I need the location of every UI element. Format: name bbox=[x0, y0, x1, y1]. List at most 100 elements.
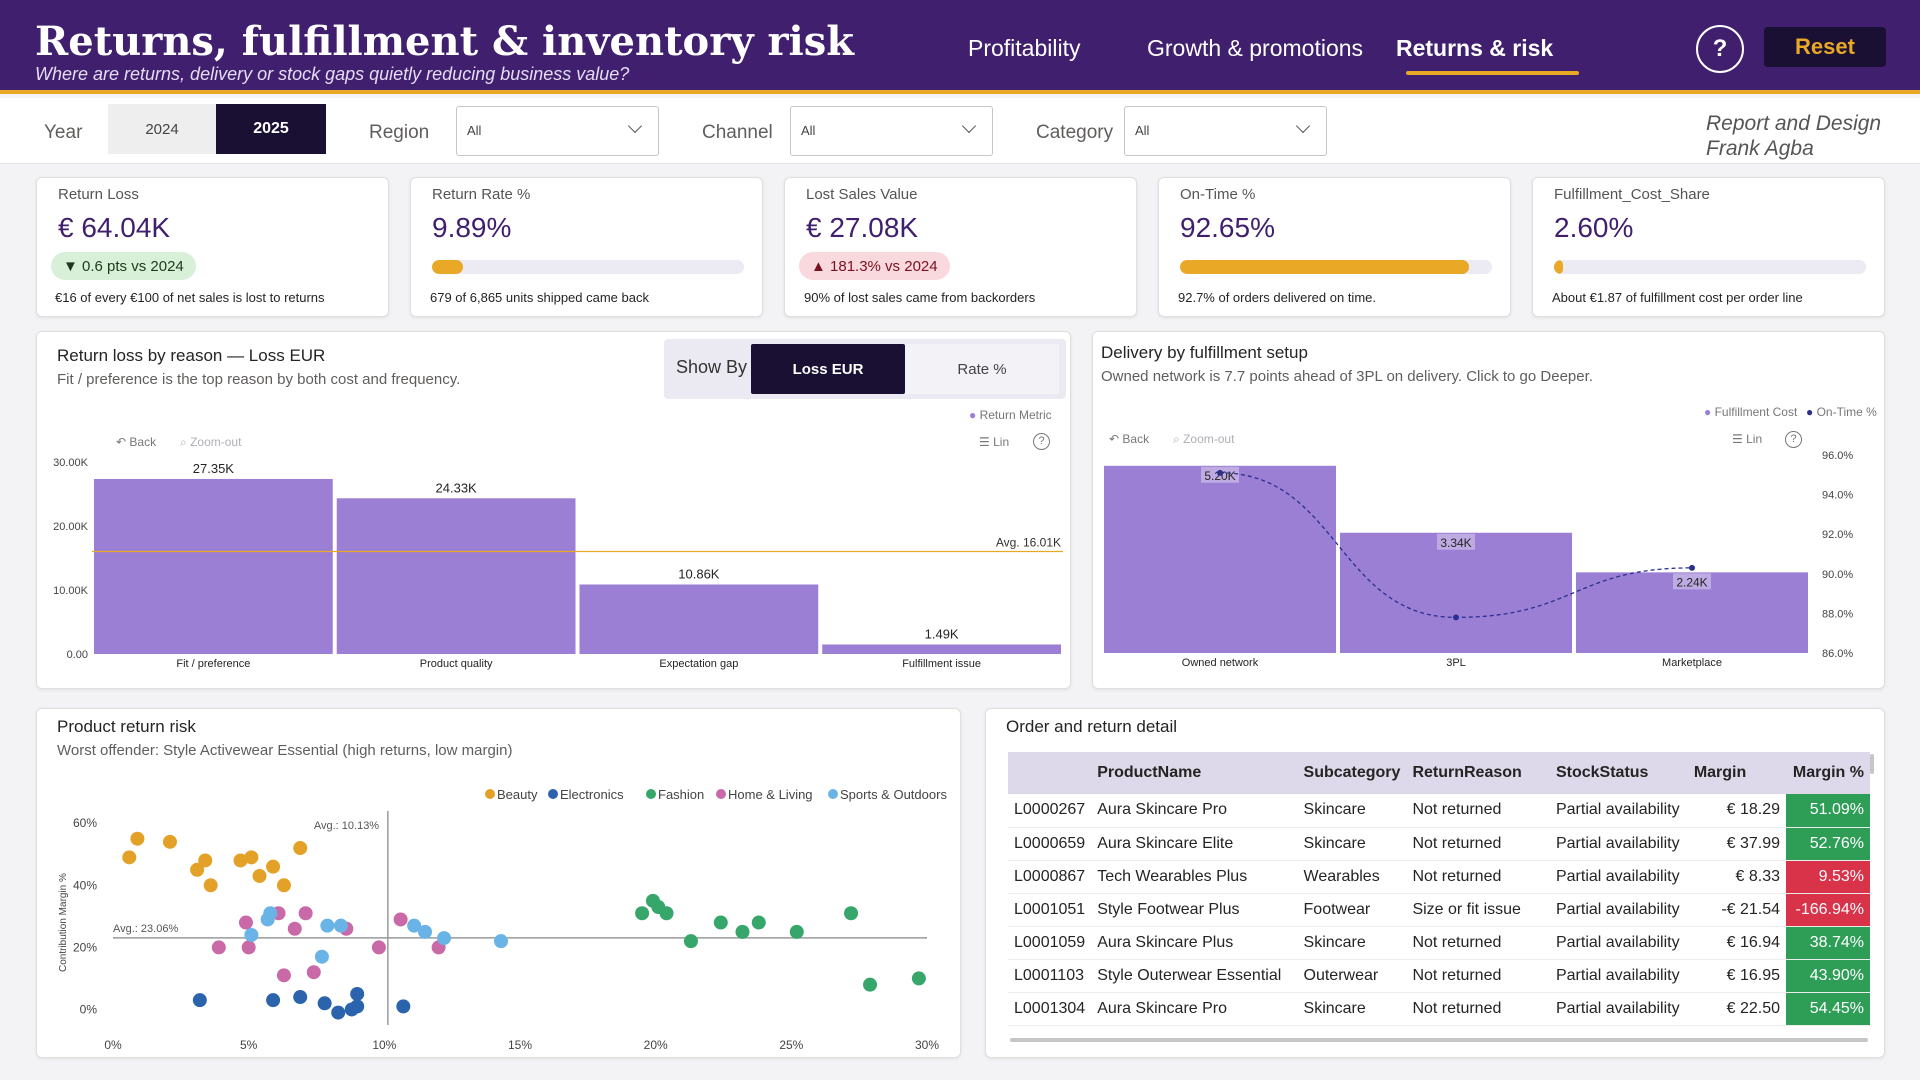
scatter-point bbox=[350, 999, 365, 1014]
nav-profitability[interactable]: Profitability bbox=[968, 35, 1081, 61]
page-subtitle: Where are returns, delivery or stock gap… bbox=[35, 64, 630, 84]
kpi-progress-fill bbox=[432, 260, 463, 274]
scatter-point bbox=[407, 918, 422, 933]
credit-line-2: Frank Agba bbox=[1706, 137, 1814, 160]
table-cell-return-reason: Not returned bbox=[1406, 959, 1550, 993]
legend-label: Fulfillment Cost bbox=[1714, 405, 1798, 419]
kpi-progress-fill bbox=[1554, 260, 1564, 274]
table-cell-return-reason: Size or fit issue bbox=[1406, 893, 1550, 927]
lin-toggle[interactable]: ☰ Lin bbox=[1732, 432, 1762, 446]
back-arrow-icon: ↶ bbox=[1109, 432, 1120, 446]
scatter-point bbox=[396, 999, 411, 1014]
scatter-point bbox=[276, 878, 291, 893]
help-circle-icon[interactable]: ? bbox=[1785, 431, 1802, 448]
table-row[interactable]: L0001059 Aura Skincare Plus Skincare Not re… bbox=[1008, 926, 1870, 960]
average-label: Avg. 16.01K bbox=[996, 536, 1061, 550]
scatter-point bbox=[437, 931, 452, 946]
y2-tick-label: 86.0% bbox=[1822, 648, 1853, 660]
show-by-rate[interactable]: Rate % bbox=[905, 344, 1059, 394]
legend-label: Home & Living bbox=[728, 787, 813, 802]
scatter-point bbox=[320, 918, 335, 933]
kpi-value: 9.89% bbox=[432, 212, 512, 243]
kpi-title: On-Time % bbox=[1180, 186, 1256, 203]
table-header-return-reason[interactable]: ReturnReason bbox=[1406, 752, 1550, 794]
legend-label: Return Metric bbox=[979, 408, 1052, 422]
table-row[interactable]: L0001051 Style Footwear Plus Footwear Size … bbox=[1008, 893, 1870, 927]
nav-active-indicator bbox=[1406, 71, 1579, 75]
legend-dot bbox=[485, 789, 495, 799]
table-cell-return-reason: Not returned bbox=[1406, 926, 1550, 960]
table-cell-stock-status: Partial availability bbox=[1549, 992, 1688, 1026]
y-axis-title: Contribution Margin % bbox=[58, 873, 69, 972]
kpi-title: Return Rate % bbox=[432, 186, 531, 203]
legend-fulfillment-cost: ● Fulfillment Cost bbox=[1704, 405, 1797, 419]
product-risk-chart: Beauty Electronics Fashion Home & Living Spo… bbox=[58, 787, 947, 1052]
chevron-down-icon bbox=[627, 118, 643, 134]
scatter-point bbox=[844, 906, 859, 921]
kpi-card-fulfillment-cost-share: Fulfillment_Cost_Share 2.60% About €1.87… bbox=[1532, 177, 1885, 317]
table-cell-margin: € 16.95 bbox=[1687, 959, 1787, 993]
region-label: Region bbox=[369, 122, 430, 143]
nav-returns-risk[interactable]: Returns & risk bbox=[1396, 35, 1554, 61]
bar-value-label: 10.86K bbox=[678, 566, 720, 581]
back-button[interactable]: ↶ Back bbox=[1109, 432, 1149, 446]
table-row[interactable]: L0000267 Aura Skincare Pro Skincare Not ret… bbox=[1008, 794, 1870, 828]
x-tick-label: Owned network bbox=[1182, 657, 1259, 669]
scatter-point bbox=[317, 996, 332, 1011]
table-header-subcategory[interactable]: Subcategory bbox=[1297, 752, 1407, 794]
year-2025-button[interactable]: 2025 bbox=[216, 104, 326, 154]
help-button[interactable]: ? bbox=[1696, 25, 1744, 73]
table-header-product[interactable]: ProductName bbox=[1091, 752, 1298, 794]
reset-button[interactable]: Reset bbox=[1764, 27, 1886, 67]
category-dropdown[interactable]: All bbox=[1124, 106, 1327, 156]
table-row[interactable]: L0000659 Aura Skincare Elite Skincare Not r… bbox=[1008, 827, 1870, 861]
channel-dropdown[interactable]: All bbox=[790, 106, 993, 156]
table-header-margin[interactable]: Margin bbox=[1687, 752, 1787, 794]
page-title: Returns, fulfillment & inventory risk bbox=[35, 18, 854, 65]
y-tick-label: 0.00 bbox=[67, 649, 88, 661]
legend-label: On-Time % bbox=[1816, 405, 1877, 419]
y2-tick-label: 94.0% bbox=[1822, 490, 1853, 502]
bar bbox=[1340, 532, 1572, 653]
scatter-point bbox=[659, 906, 674, 921]
table-cell-subcategory: Skincare bbox=[1297, 794, 1407, 828]
legend-dot bbox=[828, 789, 838, 799]
y-tick-label: 0% bbox=[80, 1002, 98, 1016]
chevron-down-icon bbox=[1295, 118, 1311, 134]
year-2024-button[interactable]: 2024 bbox=[108, 104, 216, 154]
nav-growth-promotions[interactable]: Growth & promotions bbox=[1147, 35, 1364, 61]
scatter-point bbox=[331, 1005, 346, 1020]
table-row[interactable]: L0001304 Aura Skincare Pro Skincare Not ret… bbox=[1008, 992, 1870, 1026]
table-row[interactable]: L0001103 Style Outerwear Essential Outerwe… bbox=[1008, 959, 1870, 993]
zoom-out-button[interactable]: ⌕ Zoom-out bbox=[1173, 432, 1234, 447]
region-dropdown[interactable]: All bbox=[456, 106, 659, 156]
x-average-label: Avg.: 10.13% bbox=[314, 820, 379, 832]
kpi-footnote: 92.7% of orders delivered on time. bbox=[1178, 290, 1376, 305]
scatter-point bbox=[190, 862, 205, 877]
category-label: Category bbox=[1036, 122, 1114, 143]
scatter-point bbox=[494, 934, 509, 949]
table-cell-margin-pct: 54.45% bbox=[1786, 992, 1870, 1026]
lin-toggle[interactable]: ☰ Lin bbox=[979, 435, 1009, 449]
legend-dot-icon: ● bbox=[1806, 405, 1814, 419]
horizontal-scrollbar[interactable] bbox=[1010, 1038, 1868, 1042]
table-header-margin-pct[interactable]: Margin % bbox=[1786, 752, 1870, 794]
report-credit: Report and Design Frank Agba bbox=[1706, 111, 1881, 161]
x-tick-label: 10% bbox=[372, 1038, 396, 1052]
scatter-point bbox=[683, 934, 698, 949]
show-by-loss-eur[interactable]: Loss EUR bbox=[751, 344, 905, 394]
bar bbox=[1576, 572, 1808, 653]
table-row[interactable]: L0000867 Tech Wearables Plus Wearables Not … bbox=[1008, 860, 1870, 894]
order-detail-table: ProductName Subcategory ReturnReason Sto… bbox=[1008, 752, 1870, 1026]
zoom-out-button[interactable]: ⌕ Zoom-out bbox=[180, 435, 241, 450]
vertical-scrollbar[interactable] bbox=[1870, 754, 1874, 774]
on-time-line bbox=[1219, 472, 1693, 619]
kpi-footnote: About €1.87 of fulfillment cost per orde… bbox=[1552, 290, 1803, 305]
help-circle-icon[interactable]: ? bbox=[1033, 433, 1050, 450]
table-header-stock-status[interactable]: StockStatus bbox=[1549, 752, 1688, 794]
table-cell-margin: € 16.94 bbox=[1687, 926, 1787, 960]
table-cell-margin: € 8.33 bbox=[1687, 860, 1787, 894]
legend-label: Beauty bbox=[497, 787, 538, 802]
y2-tick-label: 90.0% bbox=[1822, 569, 1853, 581]
back-button[interactable]: ↶ Back bbox=[116, 435, 156, 449]
